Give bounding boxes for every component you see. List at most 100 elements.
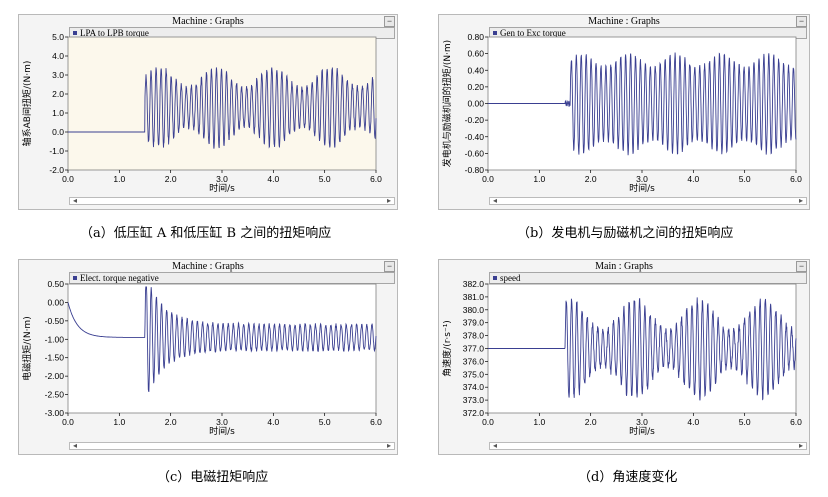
x-tick-label: 1.0: [113, 174, 125, 184]
x-tick-label: 2.0: [585, 174, 597, 184]
plot-area: [67, 36, 377, 171]
series-line: [488, 297, 797, 401]
x-tick-label: 1.0: [533, 174, 545, 184]
y-tick-label: -1.0: [49, 146, 64, 156]
horizontal-scrollbar[interactable]: ◂ ▸: [69, 441, 395, 450]
x-axis-label: 时间/s: [209, 182, 235, 194]
legend-label: LPA to LPB torque: [80, 28, 149, 38]
y-tick-label: -0.40: [465, 132, 485, 142]
y-tick-label: -2.50: [45, 390, 65, 400]
minimize-button[interactable]: −: [796, 261, 807, 272]
horizontal-scrollbar[interactable]: ◂ ▸: [489, 196, 807, 205]
y-tick-label: 0.60: [467, 49, 484, 59]
x-tick-label: 3.0: [636, 417, 648, 427]
chart-3: 382.0 381.0 380.0 379.0 378.0 377.0 376.0 375.0…: [441, 279, 802, 437]
y-tick-label: 378.0: [463, 331, 485, 341]
y-axis-label: 电磁扭矩/(N·m): [21, 316, 33, 380]
x-axis-label: 时间/s: [629, 425, 655, 437]
y-tick-label: 0.20: [467, 82, 484, 92]
y-axis-label: 轴系AB间扭矩/(N·m): [21, 61, 33, 147]
y-tick-label: -3.00: [45, 408, 65, 418]
legend-bar[interactable]: Elect. torque negative: [69, 272, 395, 284]
scroll-right-icon[interactable]: ▸: [798, 441, 803, 450]
y-axis-label: 角速度/(r·s⁻¹): [441, 320, 453, 377]
y-tick-label: 2.0: [52, 89, 64, 99]
x-tick-label: 2.0: [165, 417, 177, 427]
legend-label: speed: [500, 273, 521, 283]
x-tick-label: 4.0: [687, 174, 699, 184]
window-title: Machine : Graphs: [172, 16, 244, 27]
y-tick-label: -0.60: [465, 148, 485, 158]
y-tick-label: 4.0: [52, 51, 64, 61]
x-axis-label: 时间/s: [629, 182, 655, 194]
caption-d: （d）角速度变化: [578, 470, 678, 485]
caption-a: （a）低压缸 A 和低压缸 B 之间的扭矩响应: [80, 226, 332, 241]
legend-swatch: [73, 31, 77, 35]
scroll-right-icon[interactable]: ▸: [386, 441, 391, 450]
x-tick-label: 6.0: [370, 417, 382, 427]
x-tick-label: 3.0: [216, 417, 228, 427]
horizontal-scrollbar[interactable]: ◂ ▸: [69, 196, 395, 205]
y-tick-label: 0.00: [467, 99, 484, 109]
x-tick-label: 4.0: [687, 417, 699, 427]
y-tick-label: 0.50: [47, 279, 64, 289]
x-tick-label: 0.0: [482, 174, 494, 184]
y-tick-label: 3.0: [52, 70, 64, 80]
minimize-button[interactable]: −: [384, 261, 395, 272]
x-tick-label: 6.0: [790, 174, 802, 184]
scroll-left-icon[interactable]: ◂: [493, 441, 498, 450]
y-tick-label: 1.0: [52, 108, 64, 118]
chart-0: 5.04.03.02.01.00.0-1.0-2.00.0 1.0 2.0 3.0 4.…: [21, 32, 382, 194]
y-tick-label: -0.20: [465, 115, 485, 125]
x-tick-label: 5.0: [739, 417, 751, 427]
x-tick-label: 6.0: [370, 174, 382, 184]
legend-bar[interactable]: speed: [489, 272, 807, 284]
y-tick-label: 374.0: [463, 382, 485, 392]
scroll-left-icon[interactable]: ◂: [493, 196, 498, 205]
y-tick-label: -0.80: [465, 165, 485, 175]
y-axis-label: 发电机与励磁机间的扭矩/(N·m): [441, 40, 453, 167]
chart-2: 0.50 0.00 -0.50 -1.00 -1.50 -2.00 -2.50 -3.000.…: [21, 279, 382, 437]
y-tick-label: -0.50: [45, 316, 65, 326]
x-tick-label: 2.0: [585, 417, 597, 427]
scroll-left-icon[interactable]: ◂: [73, 196, 78, 205]
scroll-right-icon[interactable]: ▸: [798, 196, 803, 205]
legend-label: Elect. torque negative: [80, 273, 159, 283]
scroll-left-icon[interactable]: ◂: [73, 441, 78, 450]
y-tick-label: 5.0: [52, 32, 64, 42]
x-tick-label: 1.0: [113, 417, 125, 427]
chart-1: 0.80 0.60 0.40 0.20 0.00 -0.20 -0.40 -0.60 -0.80…: [441, 32, 802, 194]
minimize-button[interactable]: −: [384, 16, 395, 27]
series-line: [67, 286, 377, 393]
scroll-right-icon[interactable]: ▸: [386, 196, 391, 205]
x-tick-label: 3.0: [216, 174, 228, 184]
legend-swatch: [493, 31, 497, 35]
x-tick-label: 0.0: [62, 417, 74, 427]
y-tick-label: 379.0: [463, 318, 485, 328]
series-line: [68, 67, 377, 149]
x-axis-label: 时间/s: [209, 425, 235, 437]
y-tick-label: 382.0: [463, 279, 485, 289]
y-tick-label: 0.0: [52, 127, 64, 137]
x-tick-label: 3.0: [636, 174, 648, 184]
minimize-button[interactable]: −: [796, 16, 807, 27]
y-tick-label: 373.0: [463, 395, 485, 405]
y-tick-label: 0.00: [47, 297, 64, 307]
y-tick-label: -1.50: [45, 353, 65, 363]
x-tick-label: 1.0: [533, 417, 545, 427]
y-tick-label: 380.0: [463, 305, 485, 315]
x-tick-label: 2.0: [165, 174, 177, 184]
series-line: [488, 52, 797, 156]
y-tick-label: -2.00: [45, 371, 65, 381]
y-tick-label: 381.0: [463, 292, 485, 302]
caption-c: （c）电磁扭矩响应: [157, 470, 269, 485]
plot-area: [67, 283, 377, 414]
y-tick-label: 376.0: [463, 356, 485, 366]
legend-swatch: [493, 276, 497, 280]
x-tick-label: 0.0: [62, 174, 74, 184]
y-tick-label: -2.0: [49, 165, 64, 175]
horizontal-scrollbar[interactable]: ◂ ▸: [489, 441, 807, 450]
y-tick-label: 0.40: [467, 65, 484, 75]
window-title: Machine : Graphs: [172, 261, 244, 272]
